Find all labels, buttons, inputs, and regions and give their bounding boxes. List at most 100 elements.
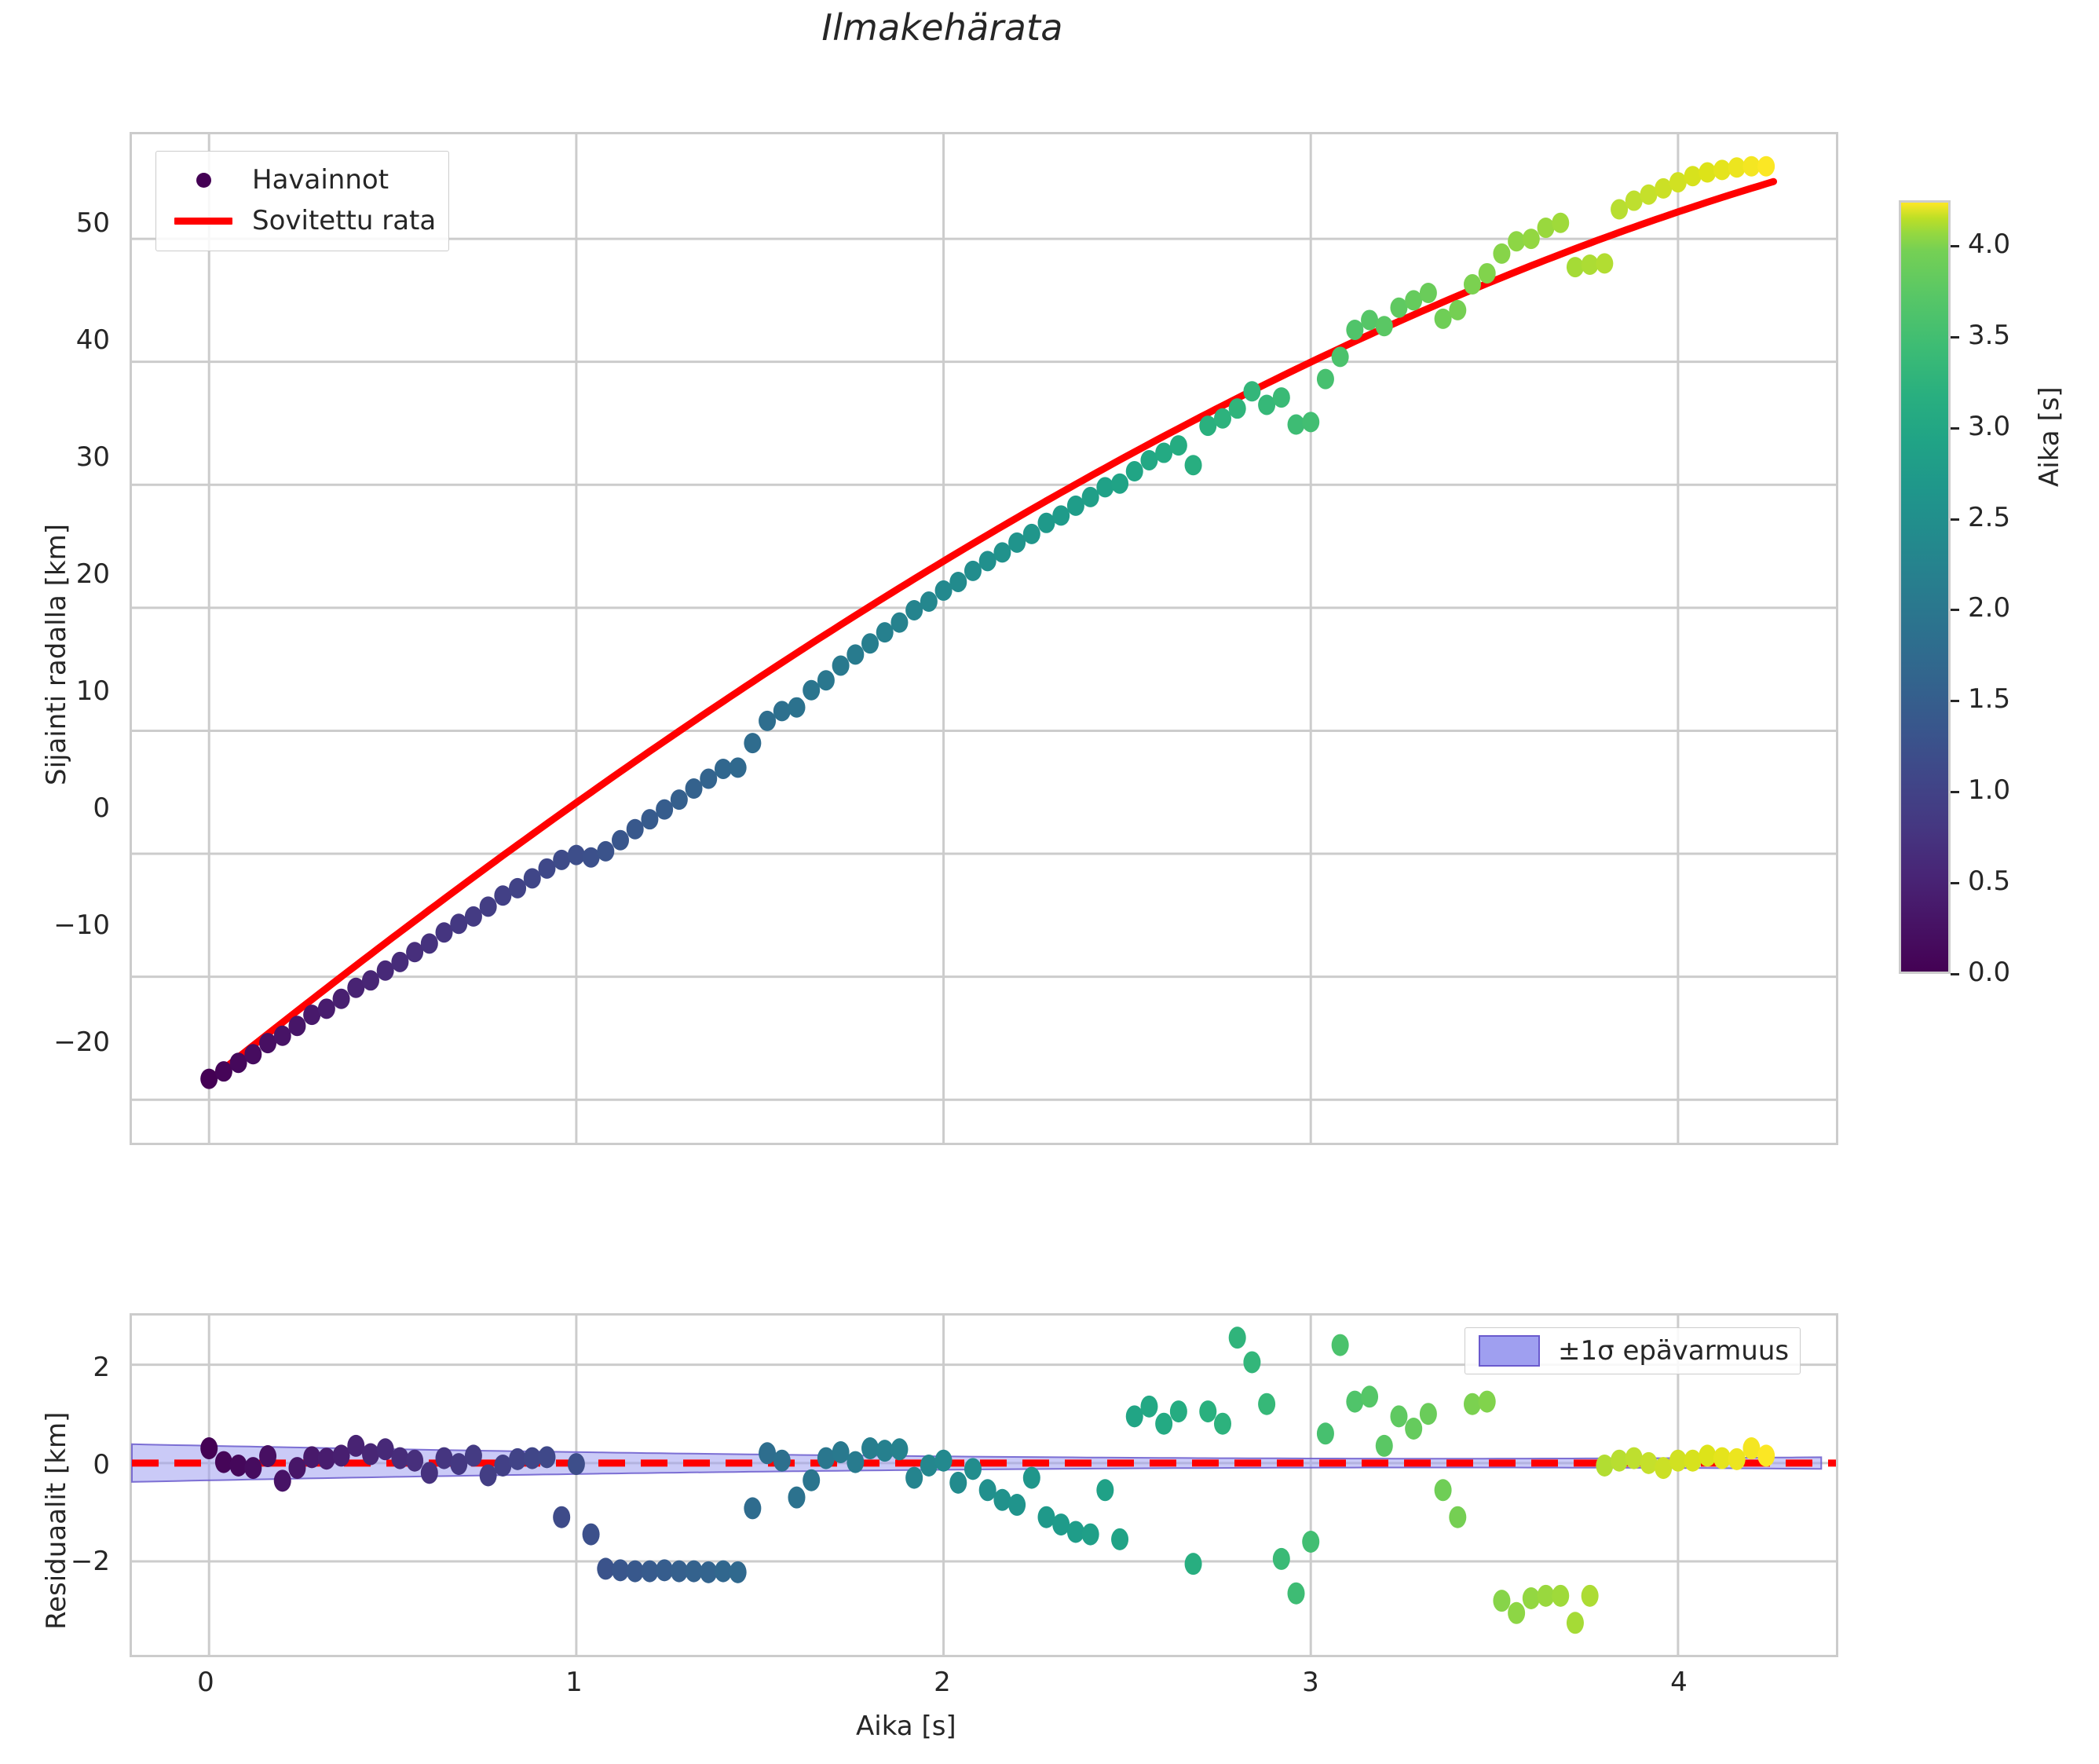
data-point (700, 768, 718, 789)
residual-point (1037, 1506, 1055, 1528)
residual-scatter-group (200, 1327, 1775, 1634)
residual-point (317, 1447, 335, 1470)
main-ytick-neg10: −10 (53, 909, 110, 941)
data-point (597, 840, 615, 862)
residual-point (1199, 1400, 1217, 1423)
data-point (288, 1016, 306, 1037)
data-point (1713, 159, 1731, 181)
colorbar-tickmark-3 (1951, 700, 1959, 703)
data-point (214, 1061, 232, 1082)
residual-point (391, 1447, 409, 1469)
data-point (1346, 319, 1364, 340)
residual-point (1022, 1466, 1040, 1489)
main-ytick-20: 20 (75, 558, 110, 590)
residual-point (1581, 1584, 1599, 1607)
residual-legend: ±1σ epävarmuus (1465, 1327, 1801, 1374)
data-point (1213, 408, 1231, 429)
residual-point (788, 1486, 806, 1509)
data-point (1655, 177, 1673, 199)
residual-point (597, 1557, 615, 1580)
residual-point (288, 1457, 306, 1480)
data-point (1522, 229, 1540, 250)
data-point (567, 844, 585, 866)
residual-point (964, 1458, 982, 1480)
residual-point (1346, 1390, 1364, 1413)
data-point (1537, 218, 1555, 239)
data-point (1316, 368, 1334, 390)
residual-point (1081, 1523, 1099, 1546)
residual-point (1052, 1513, 1070, 1536)
residual-point (1125, 1405, 1143, 1428)
legend-item-sovitettu-rata: Sovitettu rata (167, 200, 436, 241)
residual-point (450, 1453, 468, 1476)
data-point (1258, 394, 1276, 415)
residual-point (612, 1559, 630, 1582)
data-point (347, 977, 365, 998)
data-point (1008, 532, 1026, 553)
residual-point (744, 1497, 762, 1520)
residual-point (553, 1506, 571, 1528)
residual-point (1611, 1449, 1629, 1472)
residual-point (1243, 1351, 1261, 1374)
colorbar-ticklabel-1: 0.5 (1968, 866, 2011, 898)
residual-point (1316, 1422, 1334, 1445)
data-point (1611, 199, 1629, 220)
data-point (244, 1044, 262, 1065)
data-point (376, 960, 394, 981)
residual-point (567, 1453, 585, 1476)
residual-point (1008, 1494, 1026, 1517)
data-point (685, 778, 703, 800)
data-point (1066, 495, 1084, 516)
residual-yaxis-title: Residuaalit [km] (41, 1411, 72, 1630)
data-point (420, 933, 438, 954)
main-ytick-30: 30 (75, 441, 110, 473)
data-point (1581, 254, 1599, 275)
colorbar-tickmark-4 (1951, 609, 1959, 612)
data-point (553, 849, 571, 870)
residual-point (1140, 1395, 1158, 1418)
data-point (1052, 505, 1070, 526)
data-point (1140, 449, 1158, 470)
residual-point (626, 1560, 644, 1583)
residual-plot-svg (131, 1316, 1836, 1655)
uncertainty-band-icon (1473, 1335, 1545, 1367)
main-ytick-10: 10 (75, 675, 110, 707)
residual-point (656, 1559, 674, 1582)
data-point (1464, 274, 1482, 295)
residual-point (1728, 1447, 1746, 1470)
colorbar-ticklabel-7: 3.5 (1968, 319, 2011, 351)
residual-point (1361, 1385, 1379, 1408)
residual-point (1302, 1531, 1320, 1553)
data-point (1302, 412, 1320, 433)
data-point (361, 970, 379, 991)
data-point (1125, 461, 1143, 482)
residual-point (773, 1449, 791, 1472)
colorbar-tickmark-0 (1951, 973, 1959, 975)
residual-point (259, 1445, 277, 1468)
residual-point (685, 1560, 703, 1583)
residual-point (905, 1466, 923, 1489)
data-point (744, 733, 762, 754)
data-point (435, 922, 453, 943)
residual-point (1552, 1584, 1570, 1607)
colorbar (1899, 200, 1951, 974)
data-point (641, 809, 659, 830)
data-point (1742, 156, 1761, 177)
xtick-0: 0 (197, 1667, 214, 1698)
residual-point (347, 1434, 365, 1457)
residual-point (229, 1454, 247, 1477)
residual-point (803, 1469, 821, 1491)
xtick-4: 4 (1670, 1667, 1688, 1698)
data-point (773, 701, 791, 722)
data-point (1552, 212, 1570, 233)
residual-point (1537, 1584, 1555, 1607)
residual-point (920, 1454, 938, 1477)
colorbar-ticklabel-0: 0.0 (1968, 957, 2011, 988)
data-point (1728, 157, 1746, 178)
residual-point (949, 1471, 967, 1494)
residual-point (1169, 1400, 1187, 1423)
data-point (1169, 435, 1187, 456)
residual-point (1640, 1451, 1658, 1474)
data-point (494, 885, 512, 906)
